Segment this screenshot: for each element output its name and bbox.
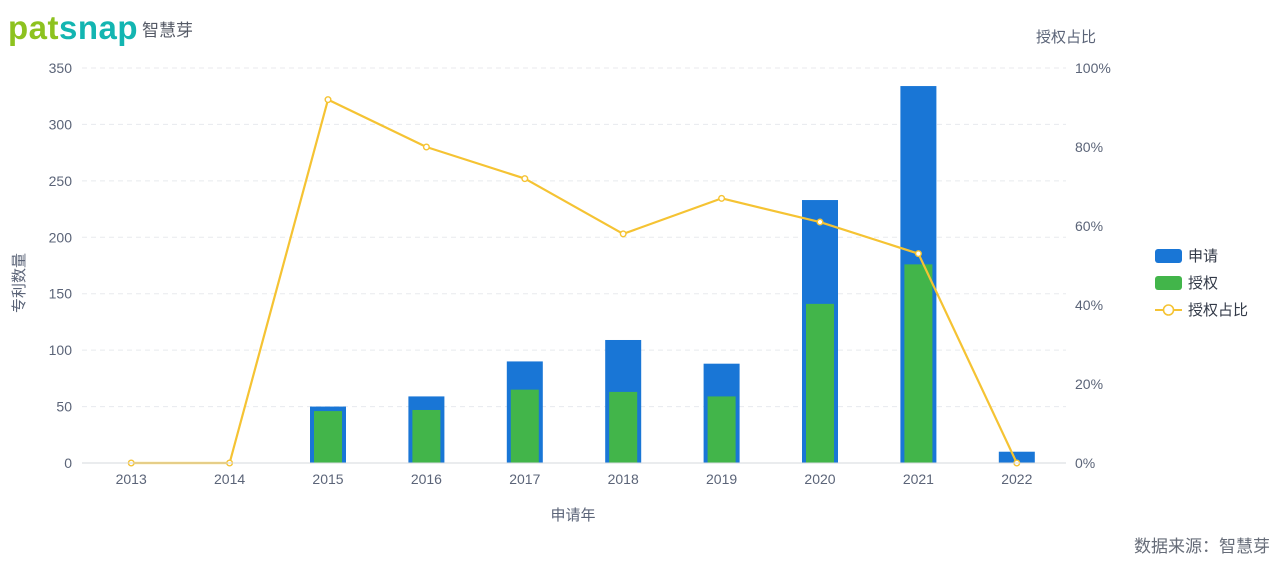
y-tick-label: 300 <box>49 116 73 132</box>
y-tick-label: 150 <box>49 286 73 302</box>
ratio-line <box>131 98 1018 465</box>
data-source-note: 数据来源：智慧芽 <box>1134 537 1270 556</box>
brand-word-b: snap <box>59 9 139 46</box>
y-tick-label: 250 <box>49 173 73 189</box>
legend-swatch-grant[interactable] <box>1155 276 1182 290</box>
y-tick-label: 0 <box>64 455 72 471</box>
bar-grant <box>412 409 441 463</box>
bar-grant <box>904 264 933 463</box>
x-tick-label: 2018 <box>608 471 639 487</box>
y2-axis-title: 授权占比 <box>1036 29 1096 46</box>
y2-tick-label: 100% <box>1075 60 1111 76</box>
axes: 0 50 100 150 200 250 300 350 0% 20% 40% 60% 80% 100% 2… <box>11 29 1111 524</box>
y-tick-label: 100 <box>49 342 73 358</box>
ratio-point <box>619 230 627 238</box>
bar-application <box>998 451 1035 463</box>
y-axis-title: 专利数量 <box>11 253 28 313</box>
brand-wordmark: patsnap <box>8 9 138 47</box>
bar-grant <box>510 389 539 463</box>
x-tick-label: 2021 <box>903 471 934 487</box>
y2-tick-label: 0% <box>1075 455 1095 471</box>
x-tick-label: 2019 <box>706 471 737 487</box>
ratio-point <box>718 194 726 202</box>
brand-logo: patsnap 智慧芽 <box>8 8 193 48</box>
ratio-point <box>324 96 332 104</box>
y-tick-label: 50 <box>56 399 72 415</box>
x-axis-title: 申请年 <box>550 507 595 524</box>
legend-label-ratio[interactable]: 授权占比 <box>1188 302 1248 319</box>
legend-swatch-ratio-marker[interactable] <box>1162 304 1175 316</box>
brand-subtitle: 智慧芽 <box>142 20 194 40</box>
x-tick-label: 2014 <box>214 471 245 487</box>
ratio-point <box>816 218 824 226</box>
x-tick-label: 2015 <box>312 471 343 487</box>
x-tick-label: 2017 <box>509 471 540 487</box>
legend-label-grant[interactable]: 授权 <box>1188 275 1218 292</box>
y2-tick-label: 40% <box>1075 297 1103 313</box>
legend-label-application[interactable]: 申请 <box>1188 248 1218 265</box>
y2-tick-label: 20% <box>1075 376 1103 392</box>
x-tick-label: 2022 <box>1001 471 1032 487</box>
y-tick-label: 350 <box>49 60 73 76</box>
bar-grant <box>707 396 736 463</box>
ratio-point <box>521 175 529 183</box>
ratio-point <box>422 143 430 151</box>
x-tick-label: 2013 <box>116 471 147 487</box>
bar-grant <box>806 303 834 463</box>
x-tick-label: 2020 <box>804 471 835 487</box>
x-tick-label: 2016 <box>411 471 442 487</box>
bar-grant <box>609 391 638 463</box>
legend-swatch-application[interactable] <box>1155 249 1182 263</box>
y-tick-label: 200 <box>49 229 73 245</box>
ratio-line-series <box>127 96 1021 467</box>
y2-tick-label: 80% <box>1075 139 1103 155</box>
y2-tick-label: 60% <box>1075 218 1103 234</box>
ratio-point <box>914 250 922 258</box>
bar-grant <box>314 411 342 463</box>
bar-series <box>310 86 1035 464</box>
brand-word-a: pat <box>8 9 59 46</box>
